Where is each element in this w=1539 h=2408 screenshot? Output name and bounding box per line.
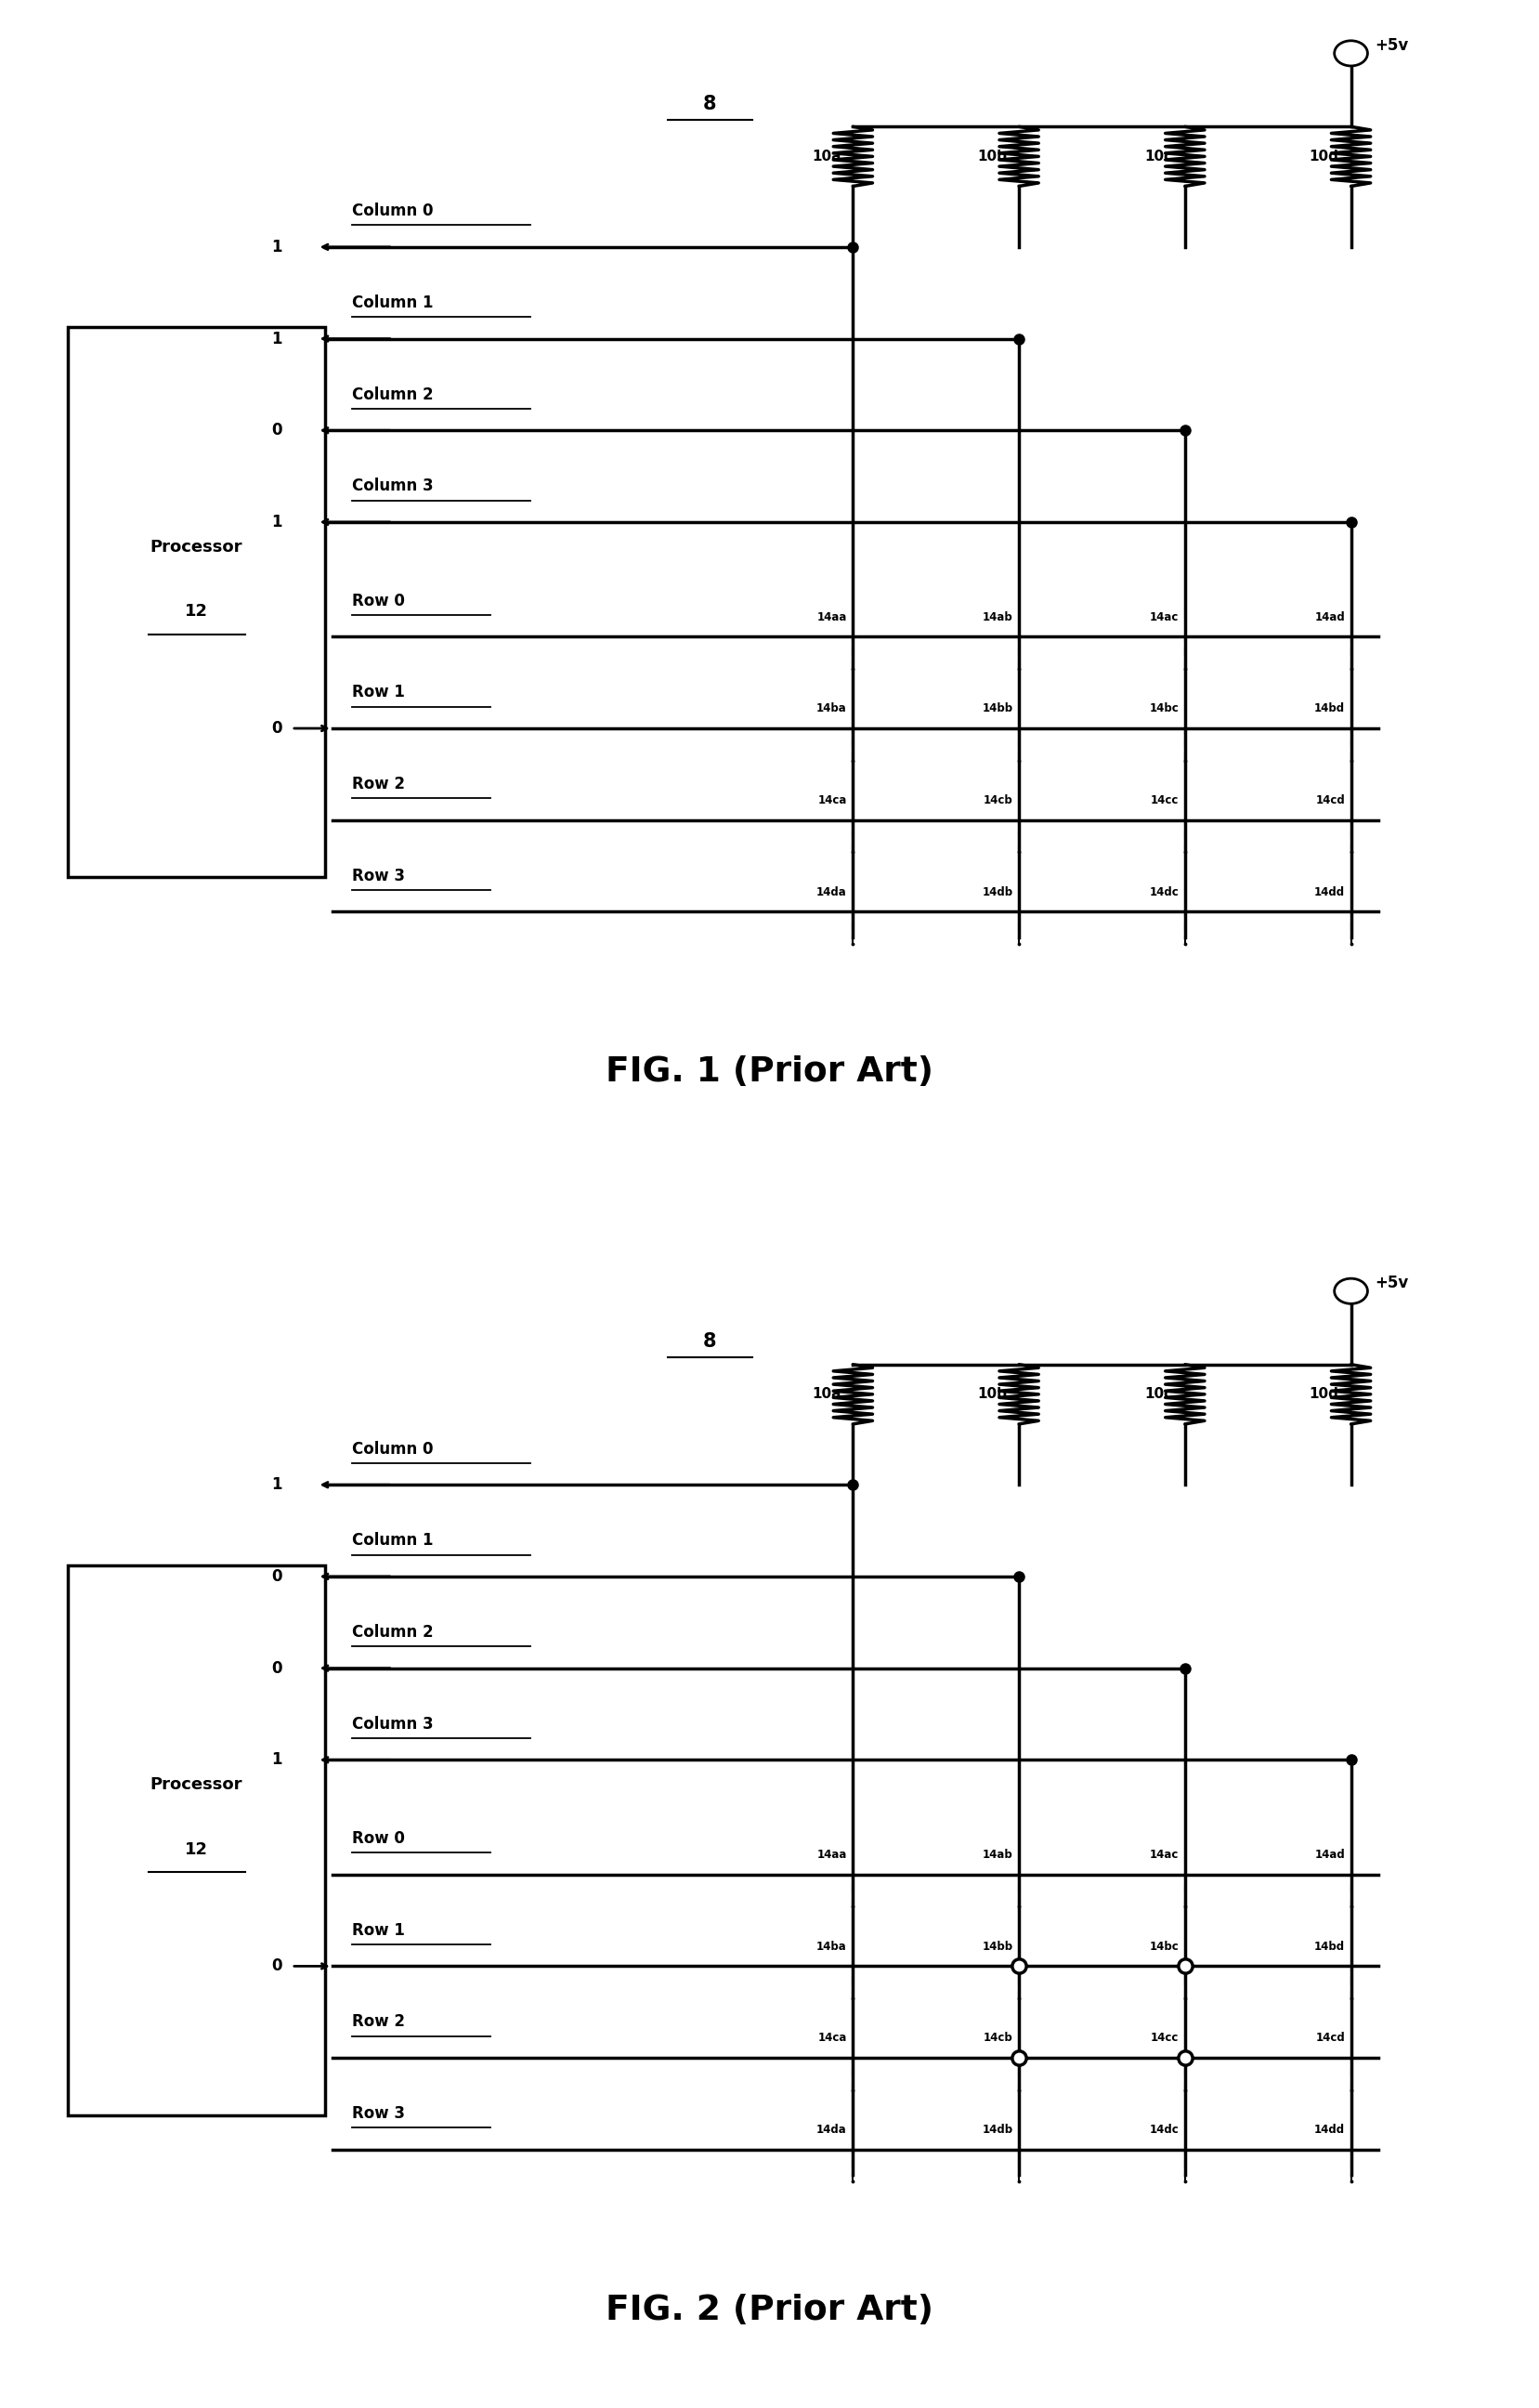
Text: 14bb: 14bb [982, 1941, 1013, 1953]
Text: 8: 8 [702, 94, 716, 113]
Text: 12: 12 [185, 602, 208, 619]
Text: FIG. 1 (Prior Art): FIG. 1 (Prior Art) [606, 1055, 933, 1088]
Text: 14bb: 14bb [982, 703, 1013, 715]
Bar [68, 1565, 325, 2114]
Text: 14dd: 14dd [1313, 2124, 1344, 2136]
Text: 10c: 10c [1143, 1387, 1173, 1401]
Text: 14db: 14db [982, 886, 1013, 898]
Text: 1: 1 [271, 1476, 282, 1493]
Text: 0: 0 [271, 421, 282, 438]
Text: Row 2: Row 2 [352, 2013, 405, 2030]
Circle shape [1334, 1279, 1367, 1303]
Text: 0: 0 [271, 720, 282, 737]
Text: 14bd: 14bd [1313, 703, 1344, 715]
Text: 14dc: 14dc [1148, 2124, 1179, 2136]
Text: 14cb: 14cb [983, 2032, 1013, 2044]
Text: Row 0: Row 0 [352, 592, 405, 609]
Text: Processor: Processor [151, 539, 243, 556]
Text: 14ba: 14ba [816, 703, 846, 715]
Text: 10b: 10b [977, 149, 1007, 164]
Text: 1: 1 [271, 513, 282, 530]
Text: 14da: 14da [816, 2124, 846, 2136]
Text: 10c: 10c [1143, 149, 1173, 164]
Text: Column 0: Column 0 [352, 202, 432, 219]
Text: Column 3: Column 3 [352, 1714, 432, 1731]
Text: 14ac: 14ac [1150, 1849, 1179, 1861]
Text: 10b: 10b [977, 1387, 1007, 1401]
Text: 10d: 10d [1308, 149, 1337, 164]
Text: 14bd: 14bd [1313, 1941, 1344, 1953]
Text: Column 2: Column 2 [352, 1623, 432, 1640]
Text: 14aa: 14aa [816, 1849, 846, 1861]
Text: 14aa: 14aa [816, 612, 846, 624]
Text: Column 3: Column 3 [352, 477, 432, 494]
Text: 14cc: 14cc [1150, 2032, 1179, 2044]
Text: Processor: Processor [151, 1777, 243, 1794]
Text: 0: 0 [271, 1568, 282, 1584]
Text: 14ad: 14ad [1314, 1849, 1344, 1861]
Text: 14db: 14db [982, 2124, 1013, 2136]
Text: Column 2: Column 2 [352, 385, 432, 402]
Text: Row 2: Row 2 [352, 775, 405, 792]
Circle shape [1334, 41, 1367, 65]
Text: 14ad: 14ad [1314, 612, 1344, 624]
Text: 14ab: 14ab [982, 612, 1013, 624]
Text: 10a: 10a [811, 1387, 840, 1401]
Text: FIG. 2 (Prior Art): FIG. 2 (Prior Art) [606, 2292, 933, 2326]
Text: 14ca: 14ca [817, 795, 846, 807]
Text: 14ab: 14ab [982, 1849, 1013, 1861]
Text: 12: 12 [185, 1840, 208, 1857]
Text: 14ba: 14ba [816, 1941, 846, 1953]
Text: Row 3: Row 3 [352, 2105, 405, 2121]
Bar [68, 327, 325, 877]
Text: 10d: 10d [1308, 1387, 1337, 1401]
Text: 10a: 10a [811, 149, 840, 164]
Text: Column 1: Column 1 [352, 1531, 432, 1548]
Text: 14ac: 14ac [1150, 612, 1179, 624]
Text: 14cd: 14cd [1314, 795, 1344, 807]
Text: 14cb: 14cb [983, 795, 1013, 807]
Text: 14ca: 14ca [817, 2032, 846, 2044]
Text: 1: 1 [271, 1751, 282, 1767]
Text: Column 1: Column 1 [352, 294, 432, 311]
Text: 8: 8 [702, 1332, 716, 1351]
Text: 14dc: 14dc [1148, 886, 1179, 898]
Text: 14bc: 14bc [1148, 1941, 1179, 1953]
Text: Row 1: Row 1 [352, 1922, 405, 1938]
Text: 14bc: 14bc [1148, 703, 1179, 715]
Text: Row 1: Row 1 [352, 684, 405, 701]
Text: 14da: 14da [816, 886, 846, 898]
Text: 14cd: 14cd [1314, 2032, 1344, 2044]
Text: +5v: +5v [1374, 36, 1408, 53]
Text: 0: 0 [271, 1659, 282, 1676]
Text: 1: 1 [271, 330, 282, 347]
Text: Row 0: Row 0 [352, 1830, 405, 1847]
Text: +5v: +5v [1374, 1276, 1408, 1291]
Text: 14dd: 14dd [1313, 886, 1344, 898]
Text: 0: 0 [271, 1958, 282, 1975]
Text: Row 3: Row 3 [352, 867, 405, 884]
Text: 1: 1 [271, 238, 282, 255]
Text: Column 0: Column 0 [352, 1440, 432, 1457]
Text: 14cc: 14cc [1150, 795, 1179, 807]
